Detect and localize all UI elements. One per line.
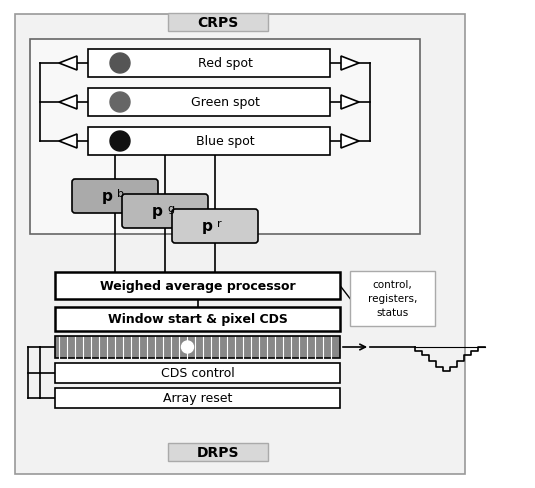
Circle shape bbox=[181, 341, 194, 353]
FancyBboxPatch shape bbox=[55, 388, 340, 408]
Text: CDS control: CDS control bbox=[160, 367, 234, 380]
Text: Weighed average processor: Weighed average processor bbox=[100, 280, 295, 292]
FancyBboxPatch shape bbox=[172, 209, 258, 244]
Text: Array reset: Array reset bbox=[163, 392, 232, 405]
FancyBboxPatch shape bbox=[55, 272, 340, 299]
FancyBboxPatch shape bbox=[122, 195, 208, 228]
FancyBboxPatch shape bbox=[55, 307, 340, 331]
Text: Red spot: Red spot bbox=[197, 58, 253, 70]
Text: control,
registers,
status: control, registers, status bbox=[368, 280, 417, 318]
Polygon shape bbox=[59, 96, 77, 110]
Text: p: p bbox=[102, 189, 113, 204]
Circle shape bbox=[110, 132, 130, 152]
FancyBboxPatch shape bbox=[168, 443, 268, 461]
Text: DRPS: DRPS bbox=[197, 445, 239, 459]
Text: CRPS: CRPS bbox=[197, 16, 239, 30]
FancyBboxPatch shape bbox=[88, 89, 330, 117]
Text: Window start & pixel CDS: Window start & pixel CDS bbox=[108, 313, 287, 326]
Text: g: g bbox=[167, 203, 174, 214]
FancyBboxPatch shape bbox=[55, 336, 340, 358]
Text: p: p bbox=[152, 204, 163, 219]
FancyBboxPatch shape bbox=[15, 15, 465, 474]
FancyBboxPatch shape bbox=[88, 50, 330, 78]
Polygon shape bbox=[59, 135, 77, 149]
Text: p: p bbox=[202, 219, 213, 234]
FancyBboxPatch shape bbox=[88, 128, 330, 156]
Polygon shape bbox=[341, 135, 359, 149]
Polygon shape bbox=[59, 57, 77, 71]
Circle shape bbox=[110, 93, 130, 113]
FancyBboxPatch shape bbox=[168, 14, 268, 32]
Text: r: r bbox=[217, 219, 221, 228]
FancyBboxPatch shape bbox=[72, 180, 158, 214]
Text: b: b bbox=[117, 189, 124, 199]
Text: Green spot: Green spot bbox=[190, 96, 259, 109]
Text: Blue spot: Blue spot bbox=[196, 135, 254, 148]
Polygon shape bbox=[341, 96, 359, 110]
FancyBboxPatch shape bbox=[55, 363, 340, 383]
FancyBboxPatch shape bbox=[350, 271, 435, 326]
FancyBboxPatch shape bbox=[30, 40, 420, 235]
Circle shape bbox=[110, 54, 130, 74]
Polygon shape bbox=[341, 57, 359, 71]
